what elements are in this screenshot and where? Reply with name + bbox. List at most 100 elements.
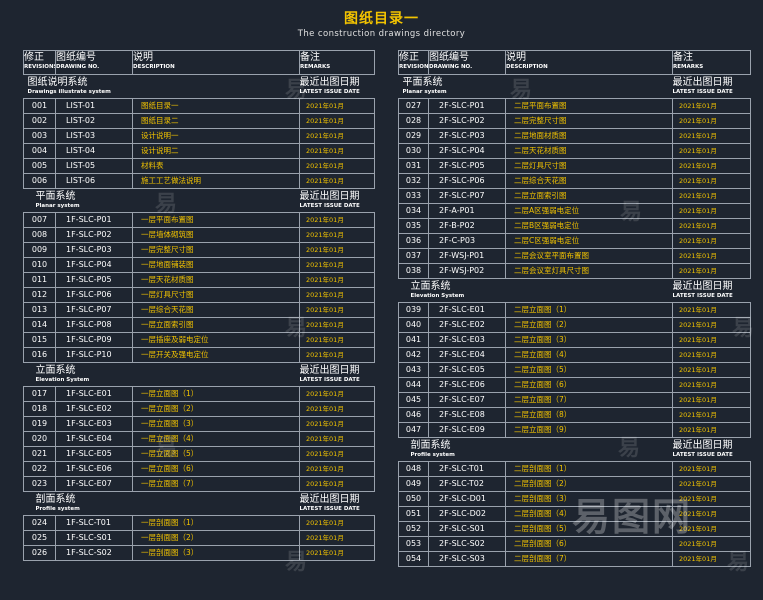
table-row: 050 2F-SLC-D01 二层剖面图（3） 2021年01月 (398, 491, 751, 507)
drawing-number: 2F-WSJ-P02 (428, 263, 506, 279)
row-index: 005 (23, 158, 56, 174)
drawing-number: 1F-SLC-T01 (55, 515, 133, 531)
table-row: 008 1F-SLC-P02 一层墙体砌筑图 2021年01月 (23, 227, 375, 243)
drawing-number: 2F-SLC-E04 (428, 347, 506, 363)
table-row: 040 2F-SLC-E02 二层立面图（2） 2021年01月 (398, 317, 751, 333)
row-index: 033 (398, 188, 429, 204)
row-index: 045 (398, 392, 429, 408)
table-row: 011 1F-SLC-P05 一层天花材质图 2021年01月 (23, 272, 375, 288)
drawing-number: 2F-SLC-P06 (428, 173, 506, 189)
section-header: 平面系统 Planar system 最近出图日期 LATEST ISSUE DATE (24, 189, 375, 213)
row-index: 041 (398, 332, 429, 348)
drawing-description: 设计说明二 (132, 143, 300, 159)
table-row: 022 1F-SLC-E06 一层立面图（6） 2021年01月 (23, 461, 375, 477)
table-row: 037 2F-WSJ-P01 二层会议室平面布置图 2021年01月 (398, 248, 751, 264)
row-index: 021 (23, 446, 56, 462)
issue-date: 2021年01月 (672, 422, 751, 438)
row-index: 020 (23, 431, 56, 447)
date-column-title: 最近出图日期 LATEST ISSUE DATE (673, 279, 751, 303)
row-index: 013 (23, 302, 56, 318)
issue-date: 2021年01月 (672, 377, 751, 393)
table-row: 020 1F-SLC-E04 一层立面图（4） 2021年01月 (23, 431, 375, 447)
watermark-char: 易 (727, 550, 750, 575)
drawing-description: 一层立面图（1） (132, 386, 300, 402)
row-index: 017 (23, 386, 56, 402)
row-index: 003 (23, 128, 56, 144)
drawing-number: 2F-SLC-T01 (428, 461, 506, 477)
section-title: 平面系统 Planar system (24, 189, 300, 213)
drawing-number: 2F-SLC-T02 (428, 476, 506, 492)
section-title-en: Drawings illustrate system (27, 89, 111, 95)
drawing-number: 1F-SLC-P07 (55, 302, 133, 318)
row-index: 016 (23, 347, 56, 363)
drawing-number: 1F-SLC-P10 (55, 347, 133, 363)
drawing-description: 二层立面图（1） (505, 302, 673, 318)
table-row: 044 2F-SLC-E06 二层立面图（6） 2021年01月 (398, 377, 751, 393)
table-row: 046 2F-SLC-E08 二层立面图（8） 2021年01月 (398, 407, 751, 423)
section-header: 剖面系统 Profile system 最近出图日期 LATEST ISSUE DAT… (24, 492, 375, 516)
drawing-number: LIST-06 (55, 173, 133, 189)
table-row: 012 1F-SLC-P06 一层灯具尺寸图 2021年01月 (23, 287, 375, 303)
row-index: 028 (398, 113, 429, 129)
issue-date: 2021年01月 (299, 158, 375, 174)
drawing-number: 2F-SLC-E05 (428, 362, 506, 378)
issue-date: 2021年01月 (299, 461, 375, 477)
date-column-title: 最近出图日期 LATEST ISSUE DATE (300, 75, 375, 99)
table-row: 016 1F-SLC-P10 一层开关及强电定位 2021年01月 (23, 347, 375, 363)
section-header: 平面系统 Planar system 最近出图日期 LATEST ISSUE DATE (399, 75, 751, 99)
drawing-number: 1F-SLC-P06 (55, 287, 133, 303)
page-subtitle: The construction drawings directory (297, 29, 466, 39)
row-index: 054 (398, 551, 429, 567)
row-index: 009 (23, 242, 56, 258)
section-title-en: Planar system (35, 203, 80, 209)
section-profile-right: 剖面系统 Profile system 最近出图日期 LATEST ISSUE DAT… (398, 438, 751, 567)
drawing-number: 1F-SLC-E02 (55, 401, 133, 417)
drawing-number: 2F-A-P01 (428, 203, 506, 219)
drawing-description: 二层会议室灯具尺寸图 (505, 263, 673, 279)
issue-date: 2021年01月 (672, 158, 751, 174)
watermark-char: 易 (618, 436, 641, 461)
drawing-number: 2F-SLC-E03 (428, 332, 506, 348)
section-title: 立面系统 Elevation System (24, 363, 300, 387)
table-row: 029 2F-SLC-P03 二层地面材质图 2021年01月 (398, 128, 751, 144)
drawing-description: 二层立面图（5） (505, 362, 673, 378)
page-title: 图纸目录一 (344, 11, 419, 27)
drawing-number: 1F-SLC-S01 (55, 530, 133, 546)
issue-date: 2021年01月 (672, 128, 751, 144)
drawing-number: 2F-WSJ-P01 (428, 248, 506, 264)
issue-date: 2021年01月 (299, 347, 375, 363)
drawing-number: 2F-SLC-E08 (428, 407, 506, 423)
table-row: 041 2F-SLC-E03 二层立面图（3） 2021年01月 (398, 332, 751, 348)
remarks-header: 备注 REMARKS (299, 50, 375, 75)
row-index: 026 (23, 545, 56, 561)
drawing-number: 1F-SLC-P01 (55, 212, 133, 228)
watermark-char: 易 (285, 550, 308, 575)
issue-date: 2021年01月 (299, 128, 375, 144)
section-title-en: Elevation System (35, 377, 90, 383)
watermark-char: 易 (510, 78, 533, 103)
date-title-en: LATEST ISSUE DATE (672, 89, 733, 95)
section-title-en: Profile system (410, 452, 455, 458)
table-row: 017 1F-SLC-E01 一层立面图（1） 2021年01月 (23, 386, 375, 402)
watermark-char: 易 (155, 436, 178, 461)
table-row: 033 2F-SLC-P07 二层立面索引图 2021年01月 (398, 188, 751, 204)
table-row: 005 LIST-05 材料表 2021年01月 (23, 158, 375, 174)
drawing-description: 一层天花材质图 (132, 272, 300, 288)
drawing-number: 2F-C-P03 (428, 233, 506, 249)
issue-date: 2021年01月 (299, 98, 375, 114)
issue-date: 2021年01月 (299, 113, 375, 129)
drawing-description: 二层立面图（8） (505, 407, 673, 423)
table-row: 035 2F-B-P02 二层B区强弱电定位 2021年01月 (398, 218, 751, 234)
row-index: 015 (23, 332, 56, 348)
date-column-title: 最近出图日期 LATEST ISSUE DATE (673, 438, 751, 462)
table-row: 031 2F-SLC-P05 二层灯具尺寸图 2021年01月 (398, 158, 751, 174)
watermark-char: 易 (732, 316, 755, 341)
table-row: 048 2F-SLC-T01 二层剖面图（1） 2021年01月 (398, 461, 751, 477)
watermark-char: 易 (285, 78, 308, 103)
row-index: 018 (23, 401, 56, 417)
row-index: 019 (23, 416, 56, 432)
drawing-description: 二层立面索引图 (505, 188, 673, 204)
table-row: 054 2F-SLC-S03 二层剖面图（7） 2021年01月 (398, 551, 751, 567)
drawing-description: 一层灯具尺寸图 (132, 287, 300, 303)
